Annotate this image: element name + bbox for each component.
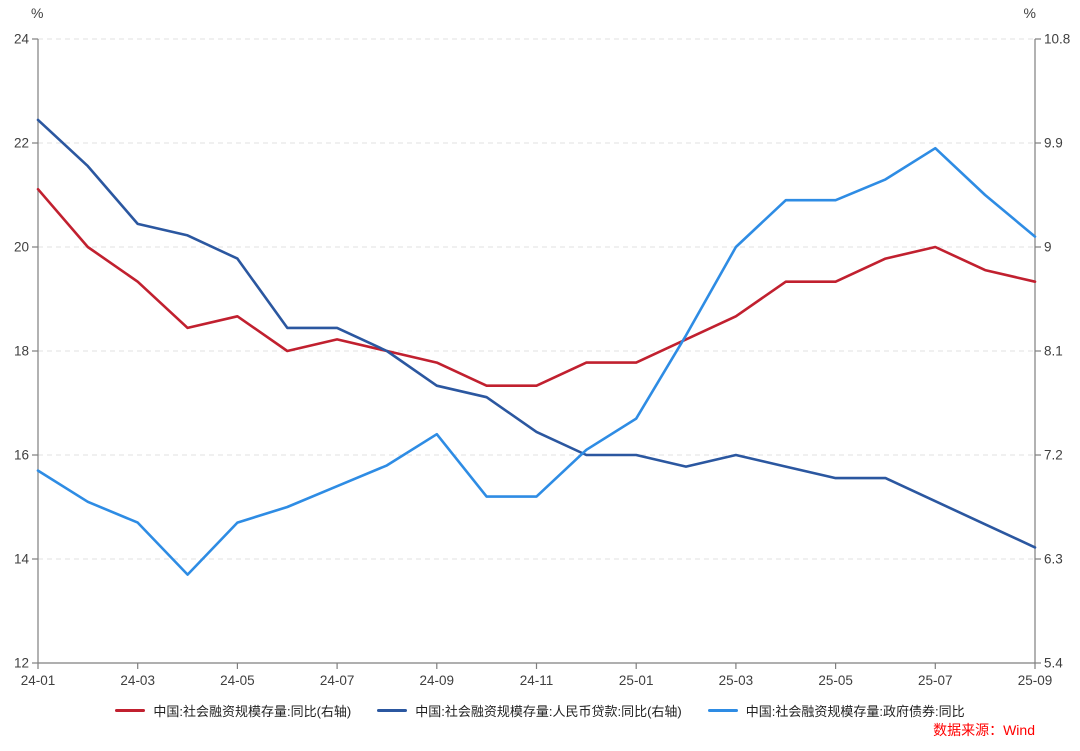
- x-tick-label: 25-09: [1018, 673, 1053, 688]
- legend-swatch: [707, 709, 738, 712]
- right-tick-label: 9: [1044, 240, 1052, 255]
- legend-swatch: [377, 709, 408, 712]
- x-tick-label: 25-05: [818, 673, 853, 688]
- right-tick-label: 10.8: [1044, 32, 1070, 47]
- data-source-label: 数据来源：Wind: [933, 722, 1035, 738]
- left-tick-label: 14: [14, 552, 30, 567]
- series-line-0: [36, 187, 1037, 388]
- left-tick-label: 22: [14, 136, 29, 151]
- right-tick-label: 6.3: [1044, 552, 1063, 567]
- right-tick-label: 9.9: [1044, 136, 1063, 151]
- left-tick-label: 12: [14, 656, 29, 671]
- x-tick-label: 24-01: [21, 673, 56, 688]
- legend-item-2[interactable]: 中国:社会融资规模存量:政府债券:同比: [707, 701, 965, 720]
- x-tick-label: 25-01: [619, 673, 654, 688]
- chart-legend: 中国:社会融资规模存量:同比(右轴) 中国:社会融资规模存量:人民币贷款:同比(右…: [0, 701, 1080, 720]
- x-tick-label: 24-09: [420, 673, 455, 688]
- legend-item-0[interactable]: 中国:社会融资规模存量:同比(右轴): [115, 701, 351, 720]
- left-tick-label: 24: [14, 32, 30, 47]
- left-tick-label: 16: [14, 448, 29, 463]
- legend-item-1[interactable]: 中国:社会融资规模存量:人民币贷款:同比(右轴): [377, 701, 682, 720]
- right-tick-label: 5.4: [1044, 656, 1063, 671]
- legend-swatch: [115, 709, 146, 712]
- x-tick-label: 25-03: [719, 673, 754, 688]
- series-line-2: [36, 146, 1037, 576]
- x-tick-label: 24-11: [520, 673, 554, 688]
- left-tick-label: 18: [14, 344, 29, 359]
- series-line-1: [36, 118, 1037, 549]
- right-axis-unit: %: [1023, 5, 1036, 21]
- x-tick-label: 24-03: [120, 673, 155, 688]
- legend-label: 中国:社会融资规模存量:人民币贷款:同比(右轴): [415, 704, 682, 719]
- legend-label: 中国:社会融资规模存量:同比(右轴): [153, 704, 352, 719]
- legend-label: 中国:社会融资规模存量:政府债券:同比: [745, 704, 965, 719]
- x-tick-label: 24-05: [220, 673, 255, 688]
- x-tick-label: 24-07: [320, 673, 355, 688]
- right-tick-label: 7.2: [1044, 448, 1063, 463]
- x-tick-label: 25-07: [918, 673, 953, 688]
- right-tick-label: 8.1: [1044, 344, 1063, 359]
- left-axis-unit: %: [31, 5, 44, 21]
- left-tick-label: 20: [14, 240, 29, 255]
